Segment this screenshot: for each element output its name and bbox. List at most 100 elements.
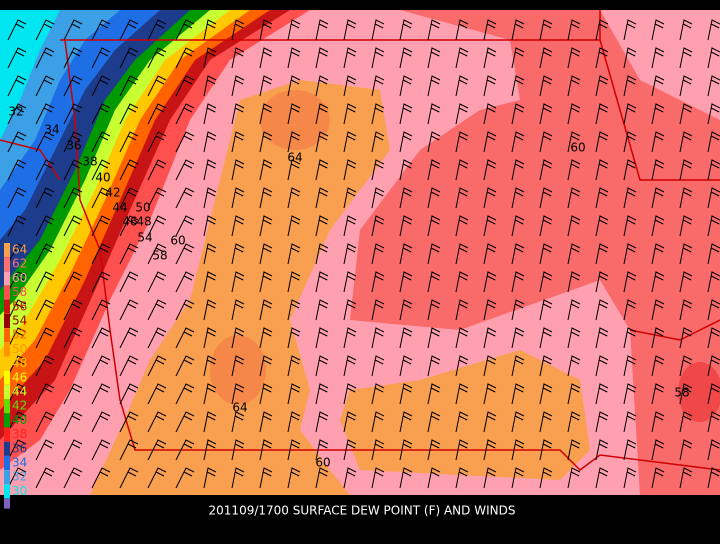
wind-barb bbox=[259, 383, 273, 405]
wind-barb bbox=[119, 215, 139, 237]
wind-barb bbox=[63, 299, 83, 321]
wind-barb bbox=[595, 383, 609, 405]
wind-barb bbox=[483, 187, 497, 209]
wind-barb bbox=[483, 19, 497, 41]
wind-barb bbox=[539, 355, 553, 377]
wind-barb bbox=[175, 131, 195, 153]
wind-barb bbox=[203, 187, 217, 209]
wind-barb bbox=[427, 467, 441, 489]
wind-barb bbox=[175, 299, 195, 321]
wind-barb bbox=[399, 467, 413, 489]
wind-barb bbox=[623, 131, 637, 153]
wind-barb bbox=[623, 159, 637, 181]
wind-barb bbox=[483, 271, 497, 293]
wind-barb bbox=[287, 299, 301, 321]
wind-barb bbox=[7, 75, 27, 97]
wind-barb bbox=[679, 299, 693, 321]
wind-barb bbox=[455, 355, 469, 377]
wind-barb bbox=[511, 47, 525, 69]
legend-swatch bbox=[4, 257, 10, 272]
wind-barb bbox=[259, 439, 273, 461]
legend-label: 44 bbox=[12, 385, 27, 399]
legend-swatch bbox=[4, 498, 10, 509]
wind-barb bbox=[315, 327, 329, 349]
wind-barb bbox=[455, 47, 469, 69]
wind-barb bbox=[147, 159, 167, 181]
boundaries bbox=[0, 10, 720, 471]
wind-barb bbox=[315, 355, 329, 377]
wind-barb bbox=[315, 243, 329, 265]
wind-barb bbox=[679, 131, 693, 153]
wind-barb bbox=[91, 159, 111, 181]
wind-barb bbox=[259, 131, 273, 153]
wind-barb bbox=[63, 75, 83, 97]
wind-barb bbox=[483, 159, 497, 181]
wind-barb bbox=[7, 299, 27, 321]
wind-barb bbox=[147, 299, 167, 321]
wind-barb bbox=[231, 103, 245, 125]
wind-barb bbox=[35, 75, 55, 97]
wind-barb bbox=[455, 215, 469, 237]
legend-label: 30 bbox=[12, 484, 27, 498]
wind-barb bbox=[35, 271, 55, 293]
wind-barb bbox=[567, 159, 581, 181]
wind-barb bbox=[427, 299, 441, 321]
wind-barb bbox=[175, 243, 195, 265]
contour-label: 38 bbox=[82, 155, 97, 169]
wind-barb bbox=[343, 243, 357, 265]
wind-barb bbox=[539, 131, 553, 153]
wind-barb bbox=[483, 47, 497, 69]
wind-barb bbox=[427, 215, 441, 237]
wind-barb bbox=[707, 327, 720, 349]
wind-barb bbox=[231, 131, 245, 153]
wind-barb bbox=[287, 75, 301, 97]
wind-barb bbox=[343, 383, 357, 405]
contour-label: 44 bbox=[112, 201, 127, 215]
wind-barb bbox=[511, 131, 525, 153]
legend-label: 38 bbox=[12, 427, 27, 441]
wind-barb bbox=[679, 243, 693, 265]
wind-barb bbox=[455, 327, 469, 349]
wind-barb bbox=[399, 47, 413, 69]
wind-barb bbox=[371, 383, 385, 405]
wind-barb bbox=[651, 103, 665, 125]
wind-barb bbox=[567, 75, 581, 97]
wind-barb bbox=[259, 327, 273, 349]
wind-barb bbox=[203, 299, 217, 321]
wind-barb bbox=[455, 243, 469, 265]
wind-barb bbox=[203, 159, 217, 181]
contour-label: 54 bbox=[137, 231, 152, 245]
wind-barb bbox=[483, 467, 497, 489]
map-title: 201109/1700 SURFACE DEW POINT (F) AND WI… bbox=[209, 504, 516, 518]
wind-barb bbox=[231, 327, 245, 349]
legend-swatch bbox=[4, 470, 10, 485]
wind-barb bbox=[287, 411, 301, 433]
wind-barb bbox=[315, 383, 329, 405]
wind-barb bbox=[63, 187, 83, 209]
wind-barb bbox=[427, 327, 441, 349]
wind-barb bbox=[595, 411, 609, 433]
wind-barb bbox=[175, 159, 195, 181]
wind-barb bbox=[539, 383, 553, 405]
wind-barb bbox=[483, 439, 497, 461]
wind-barb bbox=[119, 243, 139, 265]
wind-barb bbox=[63, 411, 83, 433]
wind-barb bbox=[679, 19, 693, 41]
wind-barb bbox=[7, 355, 27, 377]
wind-barb bbox=[315, 75, 329, 97]
wind-barb bbox=[707, 271, 720, 293]
wind-barb bbox=[91, 383, 111, 405]
wind-barb bbox=[259, 159, 273, 181]
wind-barb bbox=[91, 187, 111, 209]
wind-barb bbox=[175, 467, 195, 489]
wind-barb bbox=[259, 47, 273, 69]
wind-barb bbox=[63, 131, 83, 153]
wind-barb bbox=[259, 271, 273, 293]
wind-barb bbox=[343, 19, 357, 41]
wind-barb bbox=[315, 159, 329, 181]
legend-swatch bbox=[4, 328, 10, 343]
wind-barb bbox=[287, 131, 301, 153]
wind-barb bbox=[63, 383, 83, 405]
wind-barb bbox=[203, 411, 217, 433]
wind-barb bbox=[91, 271, 111, 293]
